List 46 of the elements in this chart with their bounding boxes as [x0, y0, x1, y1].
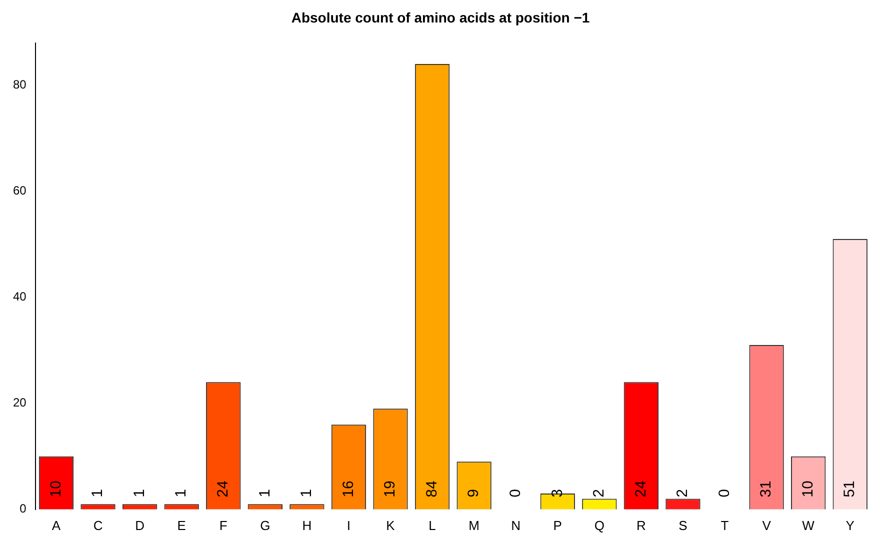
data-label: 9 [465, 489, 482, 498]
x-tick-label: L [428, 518, 436, 533]
data-label: 1 [298, 489, 316, 498]
x-tick-label: R [636, 518, 646, 533]
data-label: 19 [382, 480, 399, 498]
data-label: 31 [758, 480, 775, 498]
y-tick-label: 40 [12, 290, 27, 304]
x-tick-label: W [802, 518, 816, 533]
x-tick-label: K [386, 518, 396, 533]
data-label: 3 [548, 489, 566, 498]
data-label: 16 [340, 480, 357, 498]
x-tick-label: E [177, 518, 186, 533]
x-tick-label: P [553, 518, 562, 533]
x-tick-label: D [135, 518, 144, 533]
y-tick-label: 20 [12, 396, 27, 410]
x-tick-label: I [346, 518, 351, 533]
y-tick-label: 60 [12, 184, 27, 198]
data-label: 24 [214, 480, 232, 498]
data-label: 10 [799, 480, 816, 498]
x-tick-label: S [678, 518, 688, 533]
x-tick-label: T [720, 518, 729, 533]
data-label: 1 [172, 489, 190, 498]
data-label: 0 [506, 489, 524, 498]
data-label: 51 [841, 480, 858, 498]
data-label: 2 [674, 489, 692, 498]
data-label: 10 [47, 480, 64, 498]
x-tick-label: Q [594, 518, 604, 533]
data-label: 24 [632, 480, 650, 498]
data-label: 2 [590, 489, 608, 498]
x-tick-label: V [762, 518, 772, 533]
y-tick-label: 80 [12, 78, 27, 92]
data-label: 1 [256, 489, 274, 498]
x-tick-label: N [511, 518, 521, 533]
x-tick-label: Y [846, 518, 855, 533]
y-tick-label: 0 [20, 502, 27, 516]
data-label: 1 [89, 489, 106, 498]
data-label: 84 [423, 480, 440, 498]
chart-title: Absolute count of amino acids at position −1 [291, 9, 590, 26]
x-tick-label: F [219, 518, 228, 533]
data-label: 0 [716, 489, 733, 498]
x-tick-label: M [468, 518, 480, 533]
x-tick-label: G [260, 518, 270, 533]
x-tick-label: H [302, 518, 312, 533]
data-label: 1 [130, 489, 148, 498]
x-tick-label: A [52, 518, 61, 533]
x-tick-label: C [93, 518, 103, 533]
